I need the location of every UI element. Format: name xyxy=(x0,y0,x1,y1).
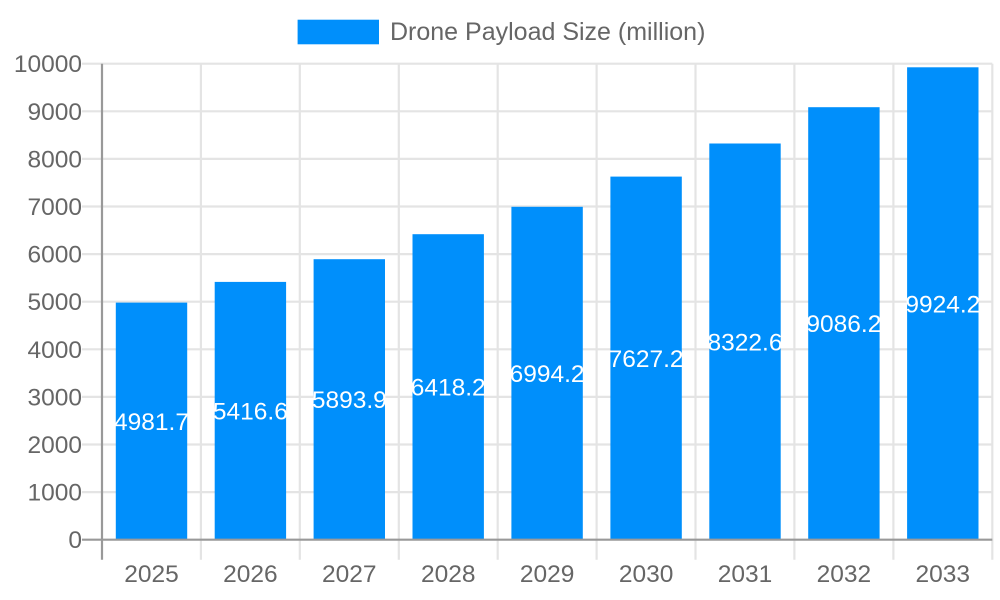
svg-text:2028: 2028 xyxy=(421,561,476,588)
svg-text:9086.2: 9086.2 xyxy=(806,311,881,338)
svg-text:4981.7: 4981.7 xyxy=(114,409,189,436)
svg-text:2027: 2027 xyxy=(322,561,377,588)
svg-text:4000: 4000 xyxy=(27,337,82,364)
svg-text:5893.9: 5893.9 xyxy=(312,387,387,414)
svg-text:2032: 2032 xyxy=(817,561,872,588)
svg-text:2026: 2026 xyxy=(223,561,278,588)
svg-text:6418.2: 6418.2 xyxy=(411,375,486,402)
svg-text:2029: 2029 xyxy=(520,561,575,588)
svg-text:2033: 2033 xyxy=(916,561,971,588)
svg-text:9000: 9000 xyxy=(27,99,82,126)
svg-text:8000: 8000 xyxy=(27,146,82,173)
svg-text:2030: 2030 xyxy=(619,561,674,588)
svg-text:1000: 1000 xyxy=(27,480,82,507)
svg-text:5000: 5000 xyxy=(27,289,82,316)
svg-text:6994.2: 6994.2 xyxy=(510,361,585,388)
svg-text:2025: 2025 xyxy=(124,561,179,588)
svg-text:Drone Payload Size (million): Drone Payload Size (million) xyxy=(390,18,705,46)
svg-text:6000: 6000 xyxy=(27,242,82,269)
svg-text:7000: 7000 xyxy=(27,194,82,221)
svg-text:2031: 2031 xyxy=(718,561,773,588)
svg-text:3000: 3000 xyxy=(27,384,82,411)
svg-text:9924.2: 9924.2 xyxy=(905,291,980,318)
svg-text:2000: 2000 xyxy=(27,432,82,459)
svg-text:0: 0 xyxy=(68,527,82,554)
svg-text:5416.6: 5416.6 xyxy=(213,399,288,426)
svg-text:10000: 10000 xyxy=(14,51,82,78)
svg-text:7627.2: 7627.2 xyxy=(609,346,684,373)
svg-text:8322.6: 8322.6 xyxy=(708,329,783,356)
